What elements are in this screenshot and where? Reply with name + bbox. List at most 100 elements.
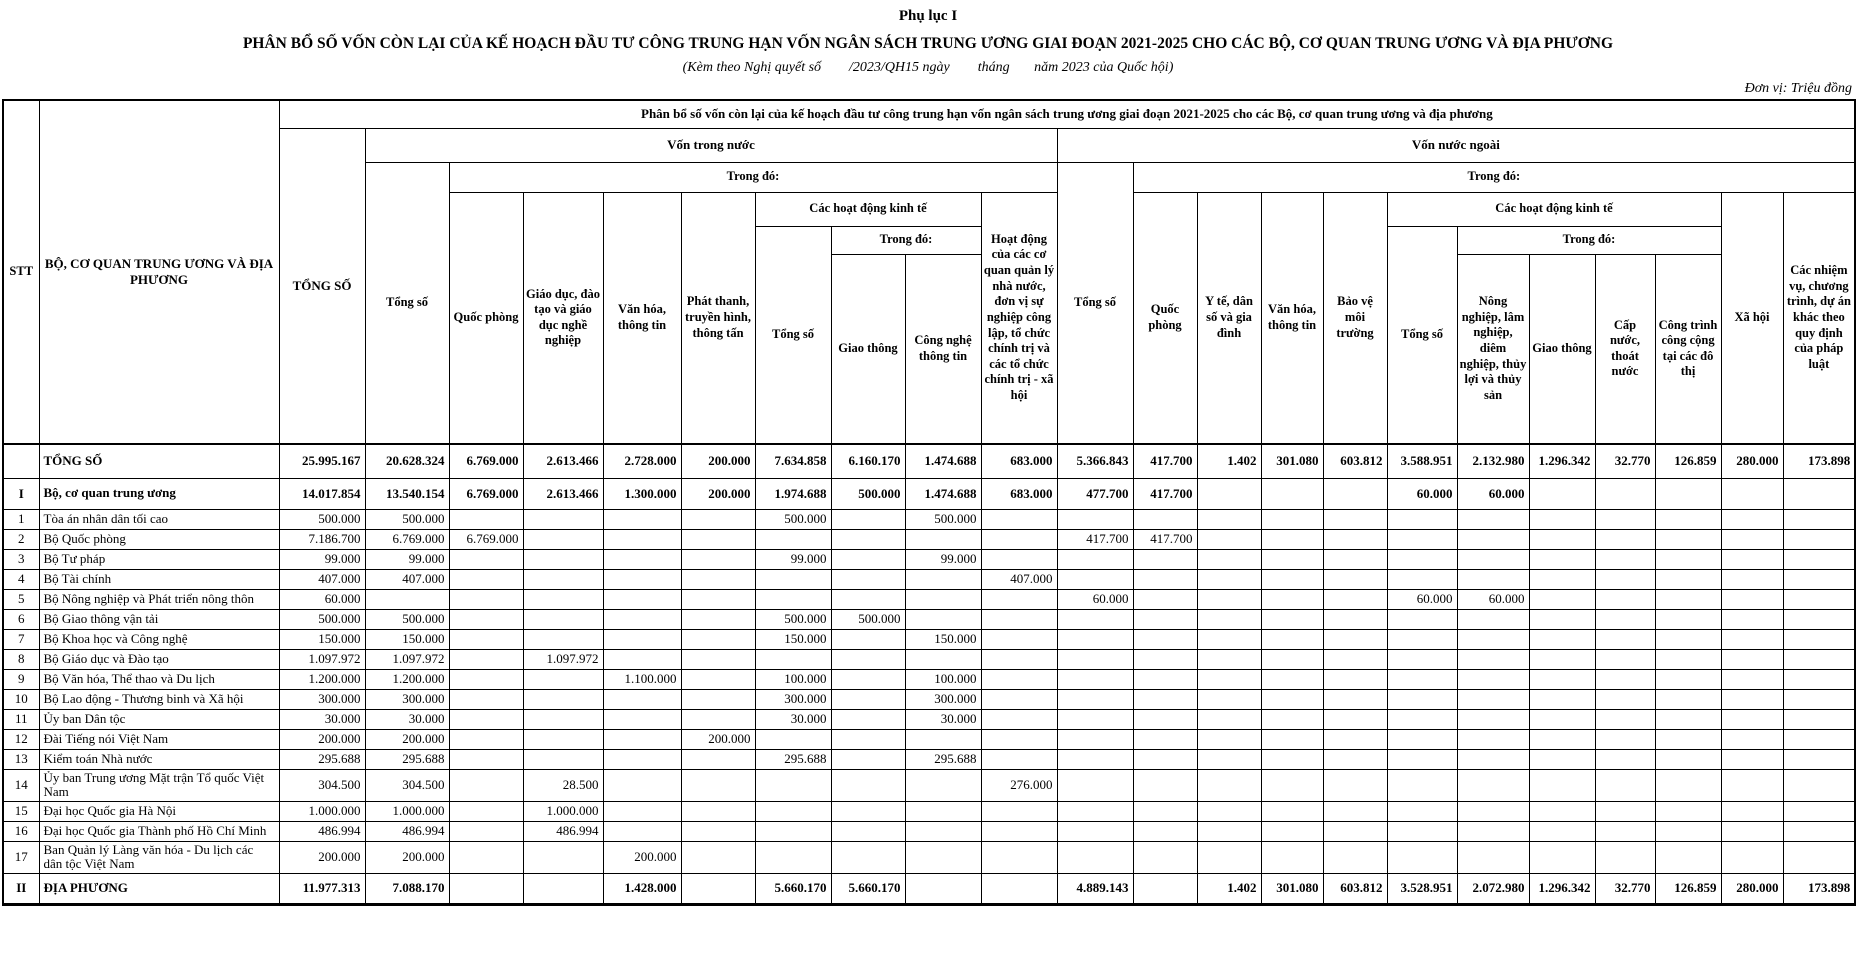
cell-value: 295.688: [754, 748, 832, 770]
cell-value: [448, 800, 524, 822]
cell-value: [1196, 588, 1262, 610]
row-name: TỔNG SỐ: [38, 443, 280, 479]
cell-value: [448, 708, 524, 730]
cell-value: [904, 840, 982, 874]
cell-value: 500.000: [830, 608, 906, 630]
cell-value: [904, 768, 982, 802]
header-f-moi-truong: Bảo vệ môi trường: [1322, 191, 1388, 445]
cell-value: [1132, 748, 1198, 770]
table-row: 6 Bộ Giao thông vận tải 500.000 500.000 500.…: [2, 608, 1856, 630]
cell-value: 1.402: [1196, 872, 1262, 906]
cell-value: [680, 872, 756, 906]
cell-value: [680, 628, 756, 650]
cell-value: [830, 648, 906, 670]
row-name: ĐỊA PHƯƠNG: [38, 872, 280, 906]
cell-value: [1528, 628, 1596, 650]
cell-value: 100.000: [754, 668, 832, 690]
cell-value: [1456, 748, 1530, 770]
cell-value: [602, 708, 682, 730]
cell-value: [602, 548, 682, 570]
cell-value: [1528, 648, 1596, 670]
cell-value: [1654, 768, 1722, 802]
header-f-cong-trinh: Công trình công cộng tại các đô thị: [1654, 253, 1722, 445]
header-domestic-total: Tổng số: [364, 161, 450, 445]
cell-value: [1260, 528, 1324, 550]
cell-value: [1196, 668, 1262, 690]
cell-value: 417.700: [1132, 477, 1198, 510]
row-stt: 12: [2, 728, 40, 750]
cell-value: [904, 608, 982, 630]
cell-value: [448, 840, 524, 874]
cell-value: 60.000: [278, 588, 366, 610]
cell-value: [1196, 548, 1262, 570]
cell-value: [1782, 548, 1856, 570]
cell-value: 150.000: [904, 628, 982, 650]
cell-value: [1654, 477, 1722, 510]
cell-value: 6.769.000: [448, 443, 524, 479]
cell-value: 99.000: [278, 548, 366, 570]
cell-value: [830, 768, 906, 802]
cell-value: [830, 840, 906, 874]
header-f-khac: Các nhiệm vụ, chương trình, dự án khác t…: [1782, 191, 1856, 445]
cell-value: [448, 872, 524, 906]
cell-value: [1456, 568, 1530, 590]
cell-value: 417.700: [1132, 528, 1198, 550]
cell-value: [1528, 748, 1596, 770]
cell-value: [1056, 728, 1134, 750]
cell-value: [1386, 648, 1458, 670]
cell-value: 126.859: [1654, 872, 1722, 906]
cell-value: [1528, 820, 1596, 842]
cell-value: 486.994: [522, 820, 604, 842]
cell-value: [1654, 708, 1722, 730]
cell-value: 6.769.000: [364, 528, 450, 550]
cell-value: [1322, 800, 1388, 822]
cell-value: [1654, 688, 1722, 710]
cell-value: [680, 748, 756, 770]
cell-value: [680, 708, 756, 730]
cell-value: [1322, 477, 1388, 510]
cell-value: [830, 548, 906, 570]
cell-value: [904, 800, 982, 822]
table-row: I Bộ, cơ quan trung ương 14.017.854 13.540.…: [2, 477, 1856, 510]
cell-value: 60.000: [1056, 588, 1134, 610]
cell-value: [680, 820, 756, 842]
cell-value: 173.898: [1782, 443, 1856, 479]
header-f-kinh-te-total: Tổng số: [1386, 225, 1458, 445]
cell-value: [1260, 748, 1324, 770]
table-row: 5 Bộ Nông nghiệp và Phát triển nông thôn 6…: [2, 588, 1856, 610]
cell-value: [1196, 477, 1262, 510]
cell-value: [1594, 648, 1656, 670]
table-row: 12 Đài Tiếng nói Việt Nam 200.000 200.000 20…: [2, 728, 1856, 750]
row-stt: 2: [2, 528, 40, 550]
cell-value: 295.688: [278, 748, 366, 770]
cell-value: [1456, 820, 1530, 842]
cell-value: 30.000: [364, 708, 450, 730]
cell-value: [1654, 668, 1722, 690]
cell-value: 477.700: [1056, 477, 1134, 510]
cell-value: 6.769.000: [448, 528, 524, 550]
cell-value: [1322, 528, 1388, 550]
cell-value: 200.000: [364, 728, 450, 750]
header-d-van-hoa: Văn hóa, thông tin: [602, 191, 682, 445]
cell-value: [1594, 528, 1656, 550]
header-foreign-of-which: Trong đó:: [1132, 161, 1856, 193]
cell-value: 280.000: [1720, 443, 1784, 479]
cell-value: 301.080: [1260, 443, 1324, 479]
table-row: 10 Bộ Lao động - Thương binh và Xã hội 300…: [2, 688, 1856, 710]
cell-value: [1056, 840, 1134, 874]
cell-value: [1132, 648, 1198, 670]
row-stt: 8: [2, 648, 40, 670]
cell-value: [1322, 568, 1388, 590]
cell-value: [1654, 608, 1722, 630]
cell-value: [1528, 608, 1596, 630]
cell-value: [830, 668, 906, 690]
cell-value: [1654, 528, 1722, 550]
cell-value: [1260, 840, 1324, 874]
cell-value: [1654, 508, 1722, 530]
row-name: Bộ, cơ quan trung ương: [38, 477, 280, 510]
cell-value: 304.500: [364, 768, 450, 802]
cell-value: [1260, 708, 1324, 730]
cell-value: [980, 648, 1058, 670]
cell-value: 200.000: [680, 728, 756, 750]
cell-value: 6.160.170: [830, 443, 906, 479]
